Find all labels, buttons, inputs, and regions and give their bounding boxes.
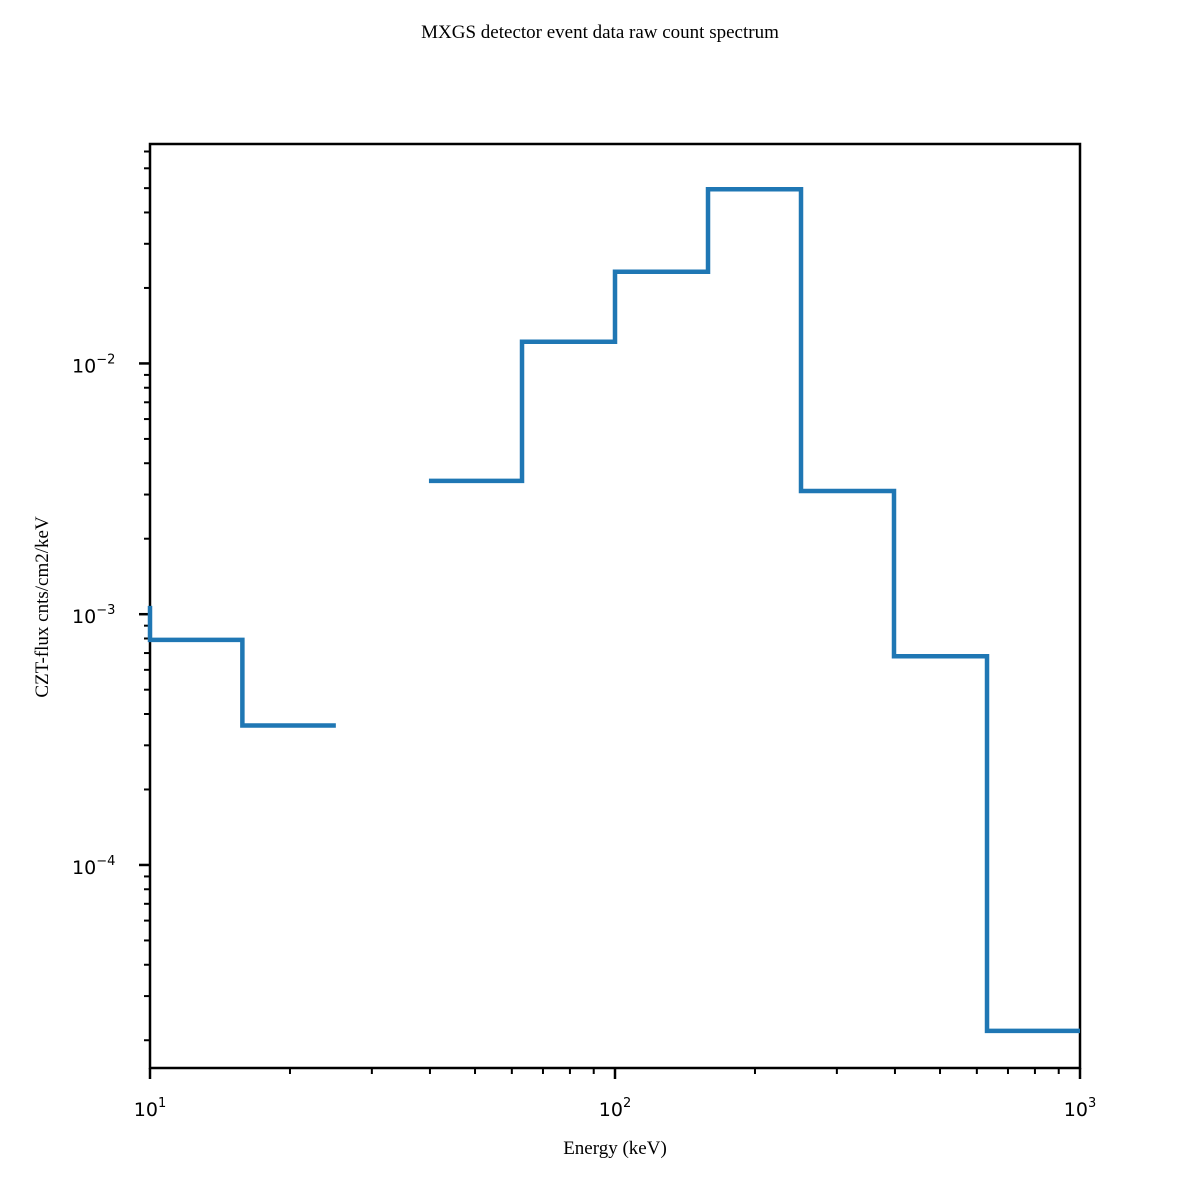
y-tick-label: 10−2 xyxy=(72,352,115,377)
y-tick-label: 10−3 xyxy=(72,603,115,628)
x-tick-label: 101 xyxy=(134,1096,166,1121)
x-axis-label: Energy (keV) xyxy=(563,1138,667,1159)
x-tick-label: 102 xyxy=(599,1096,631,1121)
y-axis-label: CZT-flux cnts/cm2/keV xyxy=(32,516,53,698)
x-tick-label: 103 xyxy=(1064,1096,1096,1121)
plot-area: 101 102 103 10−4 10−3 10−2 xyxy=(72,142,1096,1121)
y-tick-label: 10−4 xyxy=(72,854,115,879)
chart-title: MXGS detector event data raw count spect… xyxy=(421,22,779,43)
series-line xyxy=(147,187,1080,1034)
